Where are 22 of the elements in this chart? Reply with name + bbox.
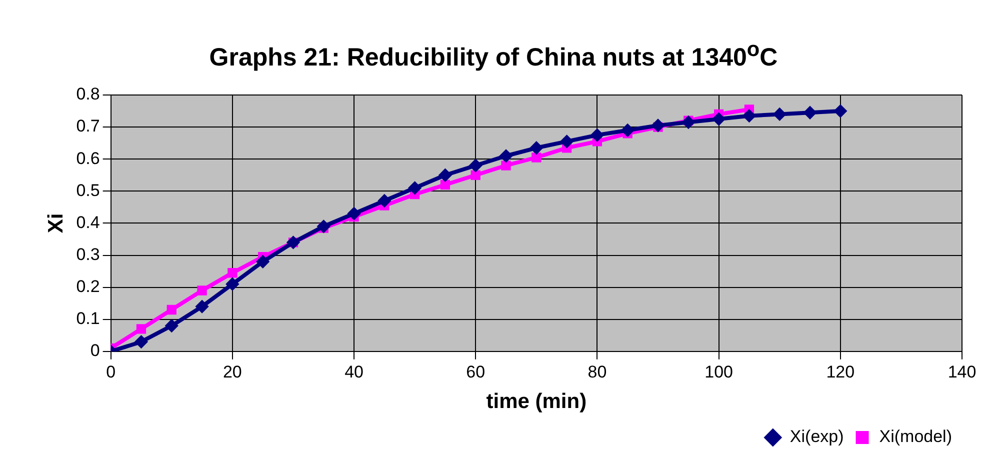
x-axis-title: time (min) (486, 390, 587, 414)
y-tick-label: 0.8 (76, 84, 100, 104)
x-tick-label: 80 (588, 362, 607, 382)
x-tick-label: 20 (222, 362, 242, 382)
y-tick-label: 0.6 (76, 148, 100, 168)
y-tick-label: 0.7 (76, 116, 100, 136)
y-tick-label: 0.4 (76, 212, 100, 232)
y-tick-label: 0.2 (76, 276, 100, 296)
chart-title: Graphs 21: Reducibility of China nuts at 1340$^{o}$C (208, 38, 779, 72)
legend-label: Xi(model) (879, 427, 952, 446)
y-tick-label: 0.3 (76, 244, 100, 264)
y-tick-label: 0 (90, 341, 100, 360)
y-tick-label: 0.5 (76, 180, 100, 200)
x-tick-label: 0 (106, 362, 116, 382)
y-axis-title: Xi (44, 213, 68, 234)
legend-label: Xi(exp) (790, 427, 844, 446)
x-tick-label: 40 (344, 362, 364, 382)
x-tick-label: 100 (704, 362, 733, 382)
x-tick-label: 140 (948, 362, 976, 382)
x-tick-label: 60 (466, 362, 486, 382)
y-tick-label: 0.1 (76, 309, 100, 328)
x-tick-label: 120 (826, 362, 855, 382)
